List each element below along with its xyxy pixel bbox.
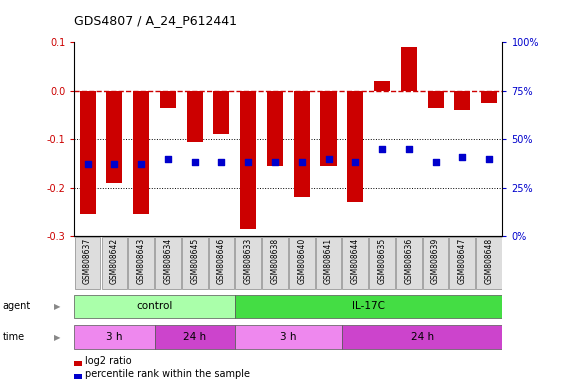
Text: GSM808640: GSM808640 xyxy=(297,238,306,284)
Point xyxy=(351,159,360,166)
Bar xyxy=(235,325,342,349)
Bar xyxy=(240,91,256,229)
Bar xyxy=(74,325,155,349)
Bar xyxy=(401,47,417,91)
Text: 24 h: 24 h xyxy=(183,332,206,342)
Bar xyxy=(187,91,203,142)
Bar xyxy=(208,237,234,290)
Text: 24 h: 24 h xyxy=(411,332,434,342)
Bar xyxy=(79,91,96,214)
Point xyxy=(377,146,387,152)
Point xyxy=(110,161,119,167)
Text: GSM808636: GSM808636 xyxy=(404,238,413,284)
Point xyxy=(163,156,172,162)
Bar xyxy=(343,237,368,290)
Point xyxy=(136,161,146,167)
Point xyxy=(324,156,333,162)
Bar xyxy=(320,91,336,166)
Bar xyxy=(214,91,230,134)
Bar xyxy=(267,91,283,166)
Bar xyxy=(289,237,315,290)
Text: GSM808646: GSM808646 xyxy=(217,238,226,284)
Bar xyxy=(455,91,471,110)
Text: percentile rank within the sample: percentile rank within the sample xyxy=(85,369,250,379)
Point xyxy=(297,159,306,166)
Point xyxy=(190,159,199,166)
Bar xyxy=(235,237,261,290)
Point xyxy=(431,159,440,166)
Bar xyxy=(160,91,176,108)
Text: GSM808642: GSM808642 xyxy=(110,238,119,284)
Text: IL-17C: IL-17C xyxy=(352,301,385,311)
Bar xyxy=(74,295,235,318)
Bar xyxy=(316,237,341,290)
Text: GSM808641: GSM808641 xyxy=(324,238,333,284)
Text: GSM808634: GSM808634 xyxy=(163,238,172,284)
Bar xyxy=(369,237,395,290)
Point xyxy=(244,159,253,166)
Text: time: time xyxy=(3,332,25,342)
Bar xyxy=(428,91,444,108)
Text: agent: agent xyxy=(3,301,31,311)
Text: GSM808643: GSM808643 xyxy=(136,238,146,284)
Text: 3 h: 3 h xyxy=(106,332,123,342)
Bar xyxy=(155,325,235,349)
Bar xyxy=(106,91,122,183)
Text: GSM808638: GSM808638 xyxy=(271,238,279,284)
Point xyxy=(217,159,226,166)
Bar xyxy=(182,237,207,290)
Bar xyxy=(102,237,127,290)
Bar xyxy=(347,91,363,202)
Bar xyxy=(262,237,288,290)
Text: GDS4807 / A_24_P612441: GDS4807 / A_24_P612441 xyxy=(74,14,237,27)
Bar xyxy=(155,237,181,290)
Text: log2 ratio: log2 ratio xyxy=(85,356,131,366)
Text: GSM808637: GSM808637 xyxy=(83,238,92,284)
Text: GSM808648: GSM808648 xyxy=(485,238,493,284)
Text: ▶: ▶ xyxy=(54,333,61,342)
Bar xyxy=(396,237,421,290)
Point xyxy=(83,161,92,167)
Text: GSM808645: GSM808645 xyxy=(190,238,199,284)
Bar xyxy=(133,91,149,214)
Bar xyxy=(374,81,390,91)
Text: 3 h: 3 h xyxy=(280,332,296,342)
Point xyxy=(404,146,413,152)
Bar xyxy=(449,237,475,290)
Text: GSM808639: GSM808639 xyxy=(431,238,440,284)
Text: GSM808633: GSM808633 xyxy=(244,238,253,284)
Text: GSM808635: GSM808635 xyxy=(377,238,387,284)
Bar xyxy=(293,91,309,197)
Point xyxy=(458,154,467,160)
Text: ▶: ▶ xyxy=(54,302,61,311)
Bar xyxy=(128,237,154,290)
Bar xyxy=(342,325,502,349)
Point xyxy=(271,159,280,166)
Bar xyxy=(423,237,448,290)
Bar xyxy=(75,237,100,290)
Bar xyxy=(476,237,502,290)
Text: GSM808647: GSM808647 xyxy=(458,238,467,284)
Point xyxy=(485,156,494,162)
Bar xyxy=(481,91,497,103)
Text: GSM808644: GSM808644 xyxy=(351,238,360,284)
Text: control: control xyxy=(136,301,172,311)
Bar xyxy=(235,295,502,318)
